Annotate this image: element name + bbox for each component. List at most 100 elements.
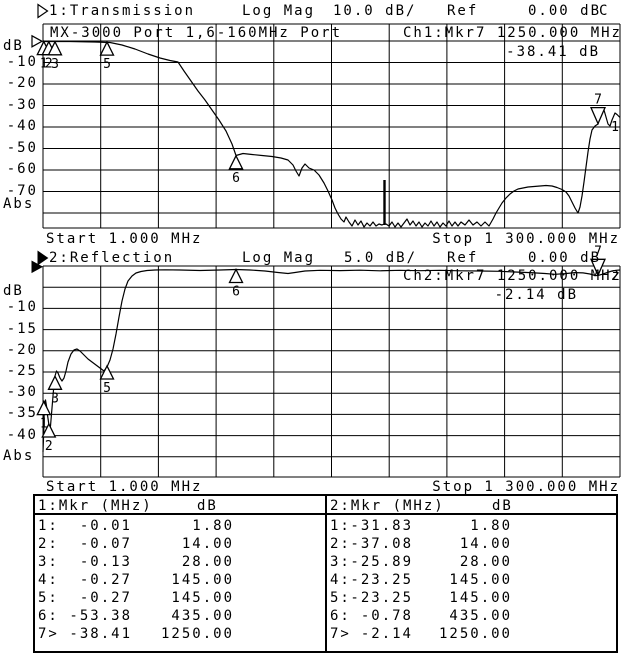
marker-row-value: -0.07: [79, 536, 132, 552]
marker-table-title: 1:Mkr (MHz): [38, 498, 153, 514]
marker-table-unit-header: dB: [492, 498, 513, 514]
y-axis-label: -30: [6, 384, 38, 401]
marker-row-frequency: 14.00: [181, 536, 234, 552]
ch1-trace-number-label: 1: [611, 120, 619, 135]
marker-row-value: -0.78: [360, 608, 413, 624]
y-axis-label: -25: [6, 363, 38, 379]
y-axis-label: dB: [3, 283, 24, 299]
marker-row-number: 6:: [330, 608, 351, 624]
ch1-marker-6-triangle-icon: [228, 154, 244, 170]
y-axis-label: -10: [6, 299, 38, 316]
ch2-ref-value: 0.00 dB: [528, 250, 602, 266]
ch2-stop-freq: Stop 1 300.000 MHz: [432, 479, 620, 495]
ch1-title: 1:Transmission: [49, 3, 196, 19]
y-axis-label: Abs: [3, 448, 35, 464]
marker-row-value: -23.25: [350, 590, 413, 606]
y-axis-label: dB: [3, 38, 24, 54]
ch2-marker-2-triangle-icon: [41, 422, 57, 438]
ch1-marker-readout: Ch1:Mkr7 1250.000 MHz: [402, 25, 622, 41]
ch2-marker-2-number: 2: [45, 439, 53, 454]
ch1-cal-flag: C: [599, 3, 610, 19]
marker-row-number: 4:: [330, 572, 351, 588]
y-axis-label: -10: [6, 53, 38, 70]
y-axis-label: -50: [6, 139, 38, 156]
marker-row-value: -23.25: [350, 572, 413, 588]
marker-row-number: 2:: [330, 536, 351, 552]
ch1-scale: 10.0 dB/: [333, 3, 417, 19]
ch1-marker-3-triangle-icon: [47, 40, 63, 56]
marker-row-value: -0.27: [79, 572, 132, 588]
ch1-marker-7-triangle-icon: [590, 106, 606, 126]
ch1-format: Log Mag: [242, 3, 316, 19]
ch2-marker-3-number: 3: [51, 391, 59, 406]
ch1-ref-value: 0.00 dB: [528, 3, 602, 19]
marker-row-frequency: 1250.00: [438, 626, 512, 642]
ch2-trace-number-label: 2: [611, 269, 619, 284]
marker-row-value: -53.38: [69, 608, 132, 624]
y-axis-label: -60: [6, 161, 38, 177]
marker-row-number: 3:: [330, 554, 351, 570]
ch2-marker-6-triangle-icon: [228, 268, 244, 284]
ch1-marker-value: -38.41 dB: [506, 44, 600, 60]
marker-table-ch2: 2:Mkr (MHz) dB 1: 1.80 -31.83 2: 14.00 -37.08 3:…: [327, 494, 618, 653]
ch1-marker-1-number: 1: [40, 57, 48, 72]
ch2-marker-6-number: 6: [232, 285, 240, 300]
ch2-title: 2:Reflection: [49, 250, 175, 266]
marker-row-number: 2:: [38, 536, 59, 552]
ch2-reference-arrow-icon: [31, 260, 44, 274]
ch1-marker-2-number: 2: [45, 57, 53, 72]
marker-row-frequency: 435.00: [449, 608, 512, 624]
y-axis-label: -20: [6, 75, 38, 91]
marker-row-frequency: 145.00: [449, 590, 512, 606]
marker-row-frequency: 145.00: [171, 590, 234, 606]
marker-row-number: 3:: [38, 554, 59, 570]
marker-row-frequency: 28.00: [181, 554, 234, 570]
marker-row-frequency: 435.00: [171, 608, 234, 624]
y-axis-label: -40: [6, 426, 38, 443]
ch1-trace: [43, 40, 621, 228]
marker-row-frequency: 14.00: [459, 536, 512, 552]
ch2-channel-arrow-icon: [37, 250, 49, 266]
y-axis-label: -15: [6, 320, 38, 337]
ch2-ref-label: Ref: [447, 250, 479, 266]
ch1-marker-7-number: 7: [594, 93, 602, 108]
ch2-marker-5-number: 5: [103, 381, 111, 396]
ch2-scale: 5.0 dB/: [344, 250, 418, 266]
marker-row-number: 1:: [330, 518, 351, 534]
marker-row-number: 7>: [38, 626, 59, 642]
ch2-marker-1-triangle-icon: [36, 400, 52, 416]
ch2-marker-5-triangle-icon: [99, 364, 115, 380]
marker-row-value: -0.13: [79, 554, 132, 570]
ch1-ref-label: Ref: [447, 3, 479, 19]
y-axis-label: Abs: [3, 196, 35, 212]
ch1-channel-arrow-icon: [37, 3, 49, 19]
marker-row-value: -25.89: [350, 554, 413, 570]
marker-row-frequency: 1.80: [192, 518, 234, 534]
y-axis-label: -20: [6, 341, 38, 358]
marker-row-number: 1:: [38, 518, 59, 534]
marker-row-frequency: 1250.00: [160, 626, 234, 642]
y-axis-label: -40: [6, 118, 38, 134]
marker-row-number: 7>: [330, 626, 351, 642]
marker-row-value: -0.01: [79, 518, 132, 534]
ch2-marker-7-triangle-icon: [590, 258, 606, 277]
marker-row-frequency: 1.80: [470, 518, 512, 534]
ch1-start-freq: Start 1.000 MHz: [46, 231, 203, 247]
ch2-marker-3-triangle-icon: [47, 374, 63, 390]
marker-row-value: -38.41: [69, 626, 132, 642]
marker-row-value: -0.27: [79, 590, 132, 606]
ch2-start-freq: Start 1.000 MHz: [46, 479, 203, 495]
ch1-stop-freq: Stop 1 300.000 MHz: [432, 231, 620, 247]
ch2-marker-1-number: 1: [40, 417, 48, 432]
table-header-divider: [35, 513, 325, 515]
ch1-marker-3-number: 3: [51, 57, 59, 72]
ch2-trace: [42, 268, 621, 453]
marker-row-value: -31.83: [350, 518, 413, 534]
ch2-marker-readout: Ch2:Mkr7 1250.000 MHz: [402, 268, 622, 284]
ch1-marker-5-number: 5: [103, 57, 111, 72]
marker-table-title: 2:Mkr (MHz): [330, 498, 445, 514]
marker-row-value: -2.14: [360, 626, 413, 642]
ch1-device-label: MX-3000 Port 1,6-160MHz Port: [50, 25, 343, 41]
